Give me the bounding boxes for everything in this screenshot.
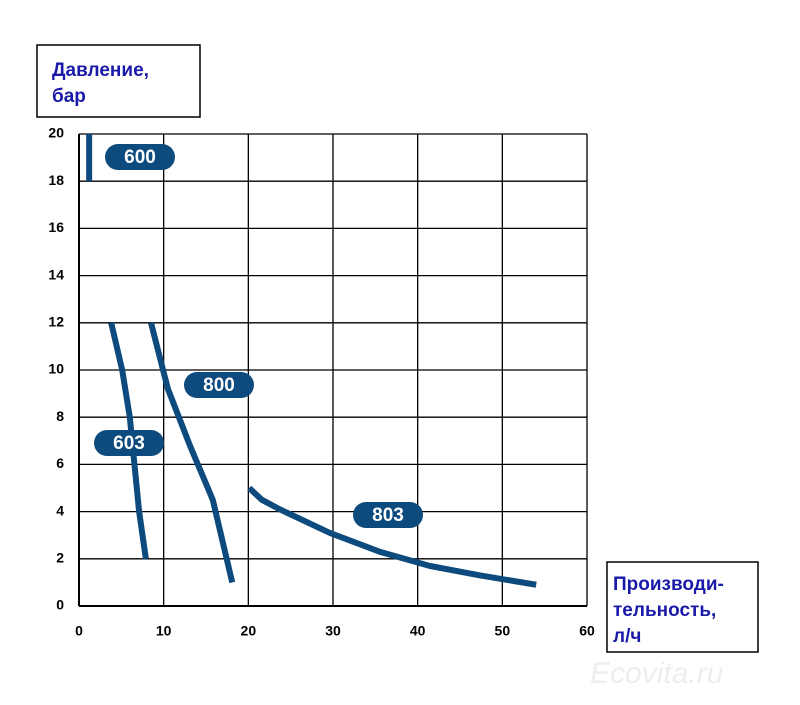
watermark: Ecovita.ru [590, 657, 724, 690]
x-tick-label: 10 [156, 623, 172, 639]
y-tick-label: 8 [56, 408, 64, 424]
series-line [148, 322, 236, 584]
y-axis-title: Давление, [52, 60, 149, 81]
series-label: 800 [203, 375, 235, 396]
y-axis-title: бар [52, 86, 86, 107]
series-line [247, 485, 537, 588]
x-tick-label: 0 [75, 623, 83, 639]
y-tick-label: 10 [48, 361, 64, 377]
series-label: 803 [372, 505, 404, 526]
series-tag [94, 430, 164, 456]
series-label: 603 [113, 433, 145, 454]
y-tick-label: 20 [48, 125, 64, 141]
x-tick-label: 40 [410, 623, 426, 639]
y-tick-label: 6 [56, 455, 64, 471]
y-tick-label: 14 [48, 266, 64, 282]
x-tick-label: 20 [241, 623, 257, 639]
y-tick-label: 16 [48, 219, 64, 235]
x-axis-title: Производи- [613, 574, 724, 595]
x-axis-title: тельность, [613, 600, 716, 621]
y-tick-label: 18 [48, 172, 64, 188]
x-axis-title: л/ч [613, 626, 641, 647]
series-tag [184, 372, 254, 398]
y-tick-label: 0 [56, 597, 64, 613]
series-tag [105, 144, 175, 170]
x-tick-label: 60 [579, 623, 595, 639]
series-line [108, 322, 149, 560]
series-tag [353, 502, 423, 528]
y-tick-label: 12 [48, 314, 64, 330]
y-label-box [36, 44, 201, 118]
x-tick-label: 30 [325, 623, 341, 639]
y-tick-label: 2 [56, 550, 64, 566]
series-label: 600 [124, 147, 156, 168]
x-tick-label: 50 [495, 623, 511, 639]
x-label-box [606, 561, 759, 653]
y-tick-label: 4 [56, 502, 64, 518]
